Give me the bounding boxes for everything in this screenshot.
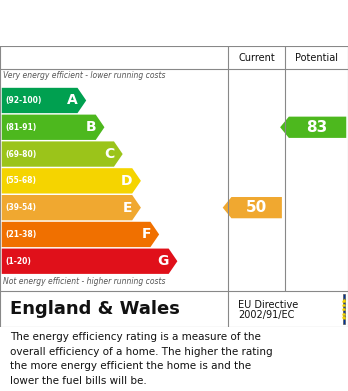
Text: (92-100): (92-100)	[5, 96, 42, 105]
Text: C: C	[104, 147, 114, 161]
Polygon shape	[2, 249, 177, 274]
Polygon shape	[2, 222, 159, 247]
Text: (55-68): (55-68)	[5, 176, 36, 185]
Text: Very energy efficient - lower running costs: Very energy efficient - lower running co…	[3, 71, 166, 80]
Text: B: B	[86, 120, 96, 134]
Text: A: A	[67, 93, 78, 108]
Polygon shape	[223, 197, 282, 218]
Text: 2002/91/EC: 2002/91/EC	[238, 310, 295, 320]
Text: The energy efficiency rating is a measure of the
overall efficiency of a home. T: The energy efficiency rating is a measur…	[10, 332, 273, 386]
Polygon shape	[2, 168, 141, 194]
Text: 50: 50	[246, 200, 267, 215]
Polygon shape	[280, 117, 346, 138]
Text: F: F	[141, 228, 151, 241]
Polygon shape	[2, 142, 123, 167]
Text: (39-54): (39-54)	[5, 203, 36, 212]
Text: E: E	[123, 201, 133, 215]
Text: (69-80): (69-80)	[5, 150, 37, 159]
Text: Energy Efficiency Rating: Energy Efficiency Rating	[10, 14, 239, 32]
Text: D: D	[121, 174, 133, 188]
Polygon shape	[2, 195, 141, 220]
Polygon shape	[2, 115, 104, 140]
Text: G: G	[158, 254, 169, 268]
Text: 83: 83	[306, 120, 327, 135]
Text: EU Directive: EU Directive	[238, 300, 299, 310]
Text: (81-91): (81-91)	[5, 123, 37, 132]
Text: Not energy efficient - higher running costs: Not energy efficient - higher running co…	[3, 276, 166, 285]
Text: (1-20): (1-20)	[5, 257, 31, 266]
Text: England & Wales: England & Wales	[10, 300, 180, 318]
FancyBboxPatch shape	[343, 294, 345, 325]
Text: (21-38): (21-38)	[5, 230, 37, 239]
Polygon shape	[2, 88, 86, 113]
Text: Current: Current	[238, 53, 275, 63]
Text: Potential: Potential	[295, 53, 338, 63]
